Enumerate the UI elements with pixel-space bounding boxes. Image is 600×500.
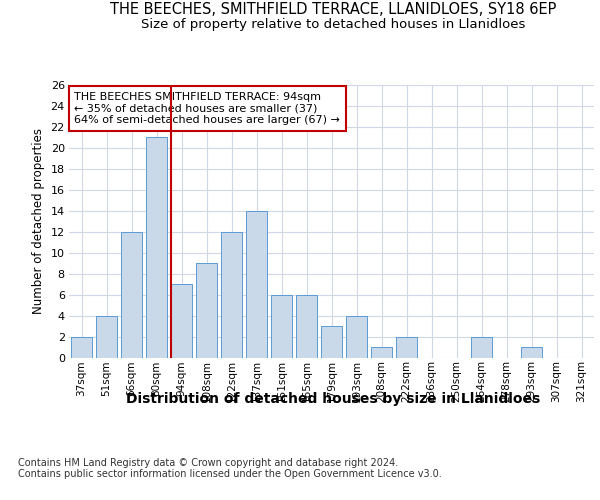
Bar — [296, 294, 317, 358]
Text: Distribution of detached houses by size in Llanidloes: Distribution of detached houses by size … — [126, 392, 540, 406]
Bar — [71, 336, 92, 357]
Bar — [171, 284, 192, 358]
Bar — [321, 326, 342, 358]
Bar — [96, 316, 117, 358]
Bar — [221, 232, 242, 358]
Text: THE BEECHES SMITHFIELD TERRACE: 94sqm
← 35% of detached houses are smaller (37)
: THE BEECHES SMITHFIELD TERRACE: 94sqm ← … — [74, 92, 340, 125]
Text: Size of property relative to detached houses in Llanidloes: Size of property relative to detached ho… — [141, 18, 525, 31]
Bar — [121, 232, 142, 358]
Bar — [471, 336, 492, 357]
Bar — [371, 347, 392, 358]
Bar — [521, 347, 542, 358]
Text: Contains HM Land Registry data © Crown copyright and database right 2024.
Contai: Contains HM Land Registry data © Crown c… — [18, 458, 442, 479]
Bar — [271, 294, 292, 358]
Bar — [146, 138, 167, 358]
Bar — [346, 316, 367, 358]
Bar — [196, 263, 217, 358]
Bar — [246, 211, 267, 358]
Text: THE BEECHES, SMITHFIELD TERRACE, LLANIDLOES, SY18 6EP: THE BEECHES, SMITHFIELD TERRACE, LLANIDL… — [110, 2, 556, 18]
Bar — [396, 336, 417, 357]
Y-axis label: Number of detached properties: Number of detached properties — [32, 128, 45, 314]
